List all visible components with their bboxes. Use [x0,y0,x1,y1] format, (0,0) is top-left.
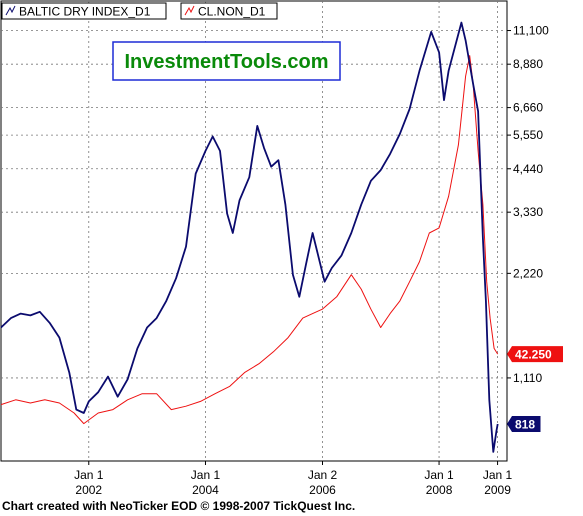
chart-footer: Chart created with NeoTicker EOD © 1998-… [2,499,356,513]
legend-item-cl-box [180,2,278,20]
y-axis: 1,110 2,220 3,330 4,440 5,550 6,660 8,880 11,10… [507,24,549,385]
y-tick-label: 3,330 [513,205,543,219]
x-tick-label: Jan 2 [308,468,338,482]
y-tick-label: 6,660 [513,101,543,115]
last-value-badge-baltic [507,415,541,432]
watermark-box: InvestmentTools.com [112,41,341,81]
y-tick-label: 4,440 [513,162,543,176]
x-tick-label-year: 2009 [484,483,511,497]
y-tick-label: 11,100 [513,24,549,38]
legend-line-icon [5,5,16,16]
last-value-label-cl: 42.250 [515,348,552,362]
series-line-cl [0,55,499,425]
last-value-label-baltic: 818 [515,417,535,431]
x-tick-label-year: 2002 [75,483,102,497]
y-tick-label: 1,110 [513,371,542,385]
watermark-text: InvestmentTools.com [124,51,328,73]
x-tick-label: Jan 1 [424,468,454,482]
y-tick-label: 2,220 [513,266,543,280]
x-tick-label-year: 2004 [192,483,219,497]
y-tick-label: 5,550 [513,128,543,142]
x-tick-label-year: 2006 [309,483,336,497]
x-tick-label: Jan 1 [191,468,221,482]
y-tick-label: 8,880 [513,57,543,71]
x-tick-label: Jan 1 [483,468,513,482]
legend: BALTIC DRY INDEX_D1 CL.NON_D1 [1,2,278,20]
legend-item-baltic: BALTIC DRY INDEX_D1 [19,5,151,19]
series-line-baltic [0,21,499,453]
legend-item-cl: CL.NON_D1 [198,5,266,19]
last-value-labels: 42.250 818 [507,346,563,432]
x-tick-label-year: 2008 [426,483,453,497]
legend-line-icon [184,5,195,16]
last-value-badge-cl [507,346,563,363]
series-layer [0,21,499,453]
legend-item-baltic-box [1,2,167,20]
x-tick-label: Jan 1 [74,468,104,482]
